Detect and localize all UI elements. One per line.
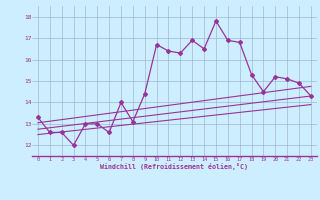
X-axis label: Windchill (Refroidissement éolien,°C): Windchill (Refroidissement éolien,°C) <box>100 163 248 170</box>
